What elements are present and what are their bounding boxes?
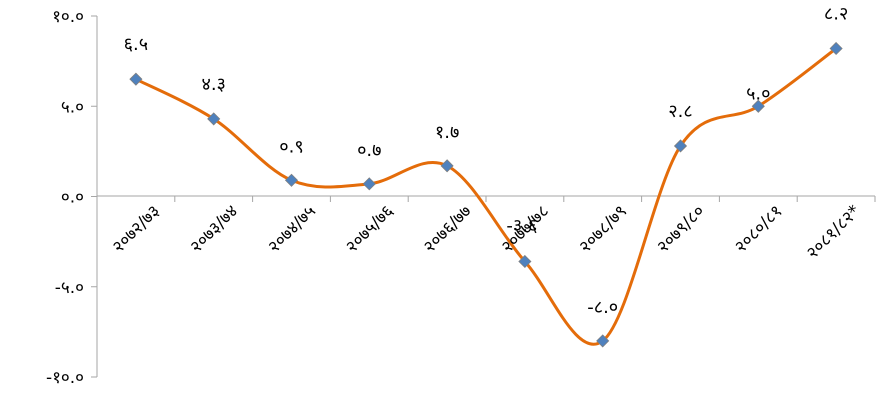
data-label: १.७ [435,122,459,143]
y-tick-label: १०.० [52,7,84,27]
data-label: ०.९ [279,136,303,157]
data-point-marker [129,72,143,86]
x-tick-label: २०७६/७७ [420,201,476,257]
data-label: ५.० [746,83,770,104]
x-tick-label: २०७९/८० [653,201,709,257]
y-tick-label: ०.० [61,188,84,208]
x-tick-label: २०७३/७४ [186,201,242,257]
data-point-marker [751,99,765,113]
y-axis-ticks: १०.० ५.० ०.० -५.० -१०.० [46,7,97,388]
data-label: ०.७ [357,140,381,161]
series-markers [129,41,843,348]
data-point-marker [284,173,299,187]
data-label: ८.२ [824,3,848,24]
y-tick-label: ५.० [61,97,84,117]
x-tick-label: २०८१/८२* [803,201,865,263]
data-point-marker [829,41,843,56]
data-point-marker [440,159,454,173]
data-label: -३.६ [506,215,537,236]
data-point-marker [596,334,610,348]
x-tick-label: २०७८/७९ [575,201,631,257]
y-tick-label: -१०.० [46,368,84,388]
data-label: ६.५ [124,34,148,55]
series-line [135,47,837,346]
data-point-marker [362,177,376,191]
data-point-marker [207,112,221,126]
data-label: ४.३ [201,74,225,95]
x-tick-label: २०७२/७३ [109,201,165,257]
data-label: २.८ [668,101,692,122]
y-tick-label: -५.० [55,278,84,298]
data-point-marker [673,139,688,153]
x-tick-label: २०७५/७६ [342,201,398,257]
data-labels: ६.५ ४.३ ०.९ ०.७ १.७ -३.६ -८.० २.८ ५.० ८.२ [124,3,849,317]
data-point-marker [518,254,532,269]
x-tick-label: २०८०/८१ [731,201,787,257]
data-label: -८.० [587,297,618,318]
x-axis-ticks [96,196,876,202]
x-tick-label: २०७४/७५ [264,201,320,257]
